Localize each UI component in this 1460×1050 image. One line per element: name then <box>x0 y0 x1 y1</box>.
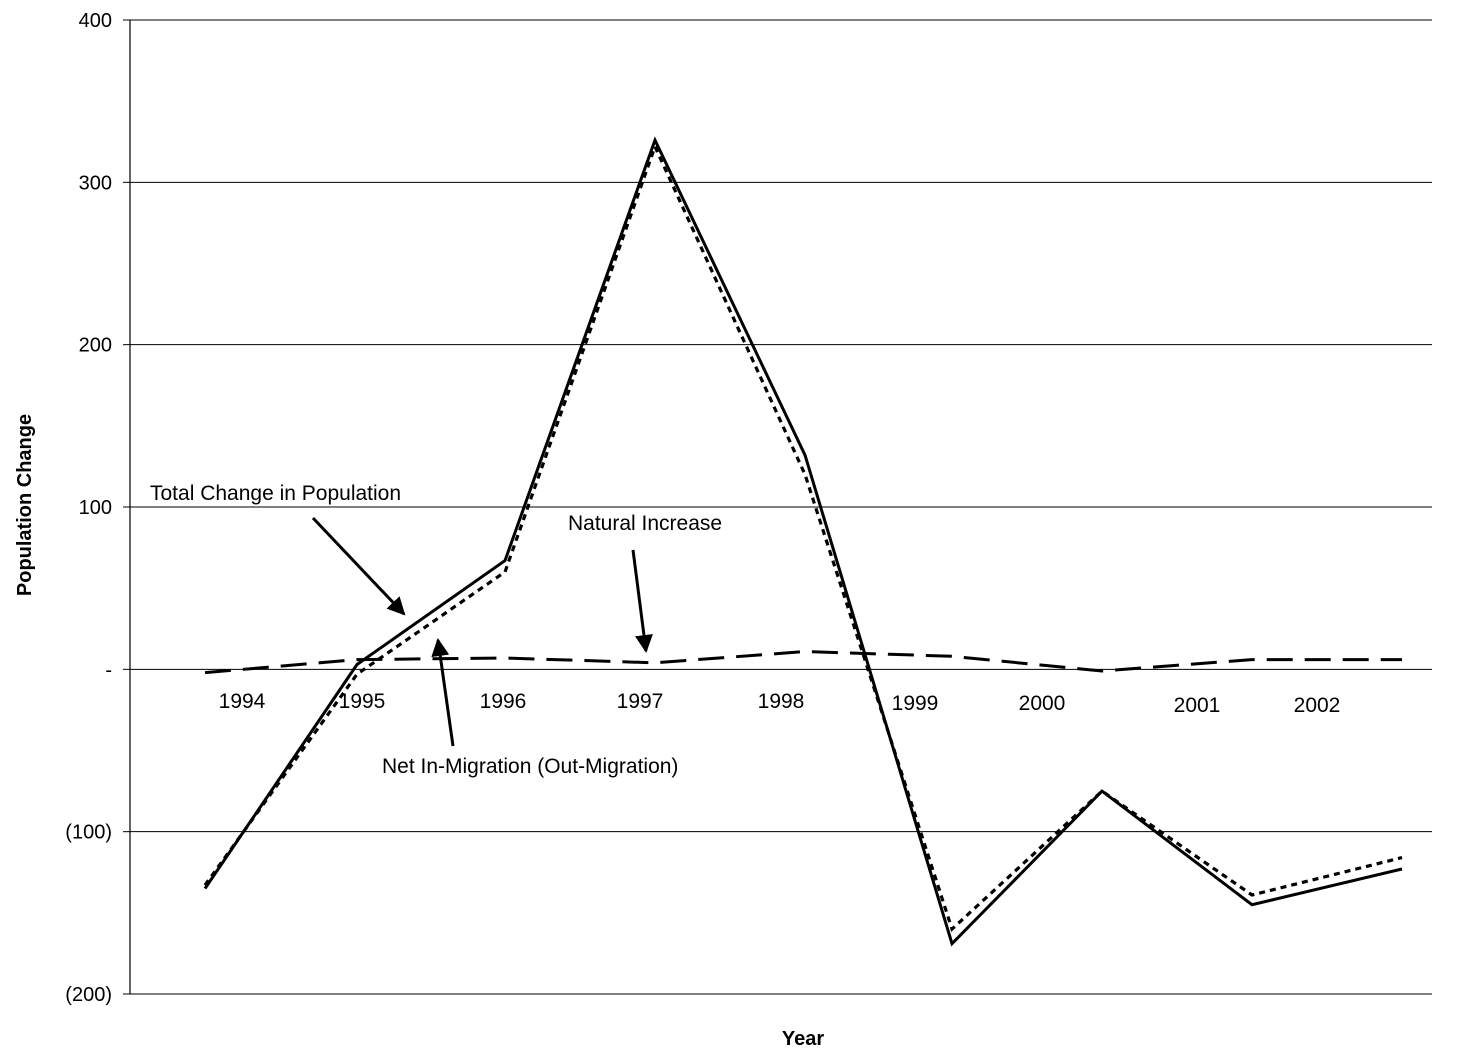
x-category-label: 2001 <box>1174 694 1221 717</box>
x-category-label: 1996 <box>480 690 527 713</box>
y-tick-label: 300 <box>79 172 112 194</box>
series-line-solid <box>203 136 1403 947</box>
x-axis-title: Year <box>782 1028 824 1050</box>
y-tick-label: 200 <box>79 335 112 357</box>
x-category-label: 1994 <box>219 690 266 713</box>
y-tick-label: 100 <box>79 497 112 519</box>
x-category-label: 1999 <box>892 692 939 715</box>
annotation-arrow <box>431 638 455 747</box>
series-lines <box>203 136 1403 947</box>
y-tick-label: (200) <box>65 984 112 1006</box>
y-tick-label: (100) <box>65 822 112 844</box>
annotation-arrow <box>631 549 653 653</box>
annotation-label: Net In-Migration (Out-Migration) <box>382 755 678 778</box>
series-line-dotted <box>203 142 1403 932</box>
x-category-labels: 1994 1995 1996 1997 1998 1999 2000 2001 2002 <box>219 690 1341 717</box>
annotations: Total Change in Population Natural Increa… <box>150 482 722 778</box>
annotation-label: Total Change in Population <box>150 482 401 505</box>
annotation-arrow <box>311 516 406 616</box>
y-tick-labels: (200) (100) - 100 200 300 400 <box>65 10 112 1006</box>
axes <box>123 19 131 995</box>
x-category-label: 1997 <box>617 690 664 713</box>
annotation-label: Natural Increase <box>568 512 722 535</box>
x-category-label: 1995 <box>339 690 386 713</box>
x-category-label: 2000 <box>1019 692 1066 715</box>
gridlines <box>130 19 1432 995</box>
y-tick-label: - <box>105 659 112 681</box>
series-line-dashed <box>204 649 1402 675</box>
y-tick-label: 400 <box>79 10 112 32</box>
x-category-label: 1998 <box>758 690 805 713</box>
y-axis-title: Population Change <box>14 414 36 596</box>
x-category-label: 2002 <box>1294 694 1341 717</box>
